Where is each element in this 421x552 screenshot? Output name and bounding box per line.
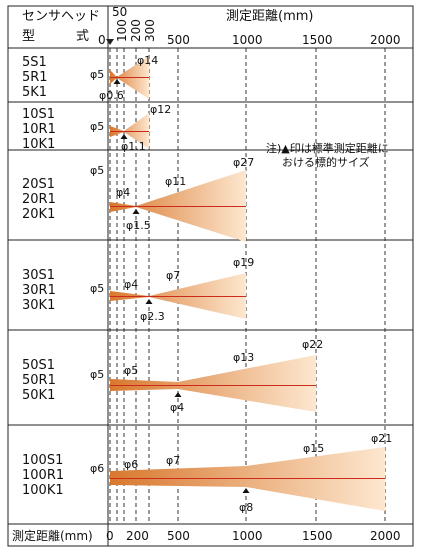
top-tick-2000: 2000 <box>370 33 401 47</box>
bottom-tick-200: 200 <box>126 529 149 543</box>
start-diameter-label: φ5 <box>90 282 104 295</box>
top-tick-1000: 1000 <box>232 33 263 47</box>
end-diameter-label: φ27 <box>233 156 254 169</box>
header-col-label-type: 型 <box>22 29 35 44</box>
start-diameter-label: φ5 <box>90 368 104 381</box>
row-30s1: 30S1 30R1 30K1 φ5 φ4 φ7 φ19 φ2.3 <box>22 256 254 323</box>
mid-diameter-label: φ15 <box>303 442 324 455</box>
standard-distance-marker <box>145 299 153 304</box>
standard-diameter-label: φ1.5 <box>126 219 151 232</box>
model-label: 50S1 <box>22 358 55 373</box>
standard-distance-marker <box>120 134 128 139</box>
start-diameter-label: φ5 <box>90 68 104 81</box>
start-diameter-label: φ5 <box>90 120 104 133</box>
row-100s1: 100S1 100R1 100K1 φ6 φ6 φ7 φ15 φ21 φ8 <box>22 432 392 514</box>
row-5s1: 5S1 5R1 5K1 φ5 φ14 φ0.6 <box>22 54 158 102</box>
model-label: 20S1 <box>22 177 55 192</box>
end-diameter-label: φ14 <box>137 54 158 67</box>
top-tick-0: 0 <box>98 33 106 47</box>
diagram-frame <box>7 5 414 547</box>
bottom-tick-1000: 1000 <box>232 529 263 543</box>
bottom-tick-0: 0 <box>106 529 114 543</box>
model-label: 30S1 <box>22 268 55 283</box>
mid-diameter-label: φ7 <box>166 269 180 282</box>
bottom-axis: 測定距離(mm) 0 200 500 1000 1500 2000 <box>12 528 401 543</box>
model-label: 30R1 <box>22 283 56 298</box>
top-tick-50: 50 <box>112 5 127 19</box>
header-col-label-line1: センサヘッド <box>22 9 100 24</box>
top-tick-200: 200 <box>129 19 143 42</box>
mid-diameter-label: φ4 <box>116 186 130 199</box>
start-diameter-label: φ6 <box>90 462 104 475</box>
row-20s1: 20S1 20R1 20K1 φ5 φ4 φ11 φ27 φ1.5 <box>22 156 254 242</box>
top-tick-500: 500 <box>167 33 190 47</box>
header-col-label-format: 式 <box>76 29 89 44</box>
header-title: 測定距離(mm) <box>226 9 313 24</box>
row-50s1: 50S1 50R1 50K1 φ5 φ5 φ13 φ22 φ4 <box>22 338 323 414</box>
origin-arrow-marker <box>106 39 114 45</box>
mid-diameter-label: φ6 <box>124 458 138 471</box>
note-text: 注)▲印は標準測定距離に おける標的サイズ <box>266 141 389 169</box>
standard-distance-marker <box>113 79 121 84</box>
model-label: 100K1 <box>22 483 64 498</box>
standard-diameter-label: φ0.6 <box>99 89 124 102</box>
model-label: 20R1 <box>22 192 56 207</box>
bottom-tick-2000: 2000 <box>370 529 401 543</box>
mid-diameter-label: φ7 <box>166 454 180 467</box>
end-diameter-label: φ19 <box>233 256 254 269</box>
standard-distance-marker <box>132 209 140 214</box>
row-10s1: 10S1 10R1 10K1 φ5 φ12 φ1.1 <box>22 103 171 153</box>
model-label: 5K1 <box>22 85 47 100</box>
standard-distance-marker <box>174 392 182 397</box>
mid-diameter-label: φ13 <box>233 351 254 364</box>
top-tick-100: 100 <box>115 19 129 42</box>
standard-diameter-label: φ1.1 <box>121 140 146 153</box>
model-label: 10S1 <box>22 107 55 122</box>
end-diameter-label: φ21 <box>371 432 392 445</box>
top-tick-300: 300 <box>143 19 157 42</box>
note-line-2: おける標的サイズ <box>282 155 370 169</box>
model-label: 5S1 <box>22 55 47 70</box>
grid-lines <box>109 48 386 524</box>
note-line-1: 注)▲印は標準測定距離に <box>266 141 389 155</box>
model-label: 20K1 <box>22 207 55 222</box>
standard-diameter-label: φ2.3 <box>140 310 165 323</box>
standard-distance-marker <box>242 488 250 493</box>
bottom-axis-label: 測定距離(mm) <box>12 528 93 543</box>
top-tick-1500: 1500 <box>302 33 333 47</box>
beam-shape <box>110 355 316 412</box>
model-label: 50R1 <box>22 373 56 388</box>
start-diameter-label: φ5 <box>90 164 104 177</box>
model-label: 10K1 <box>22 137 55 152</box>
standard-diameter-label: φ8 <box>239 501 253 514</box>
model-label: 100S1 <box>22 453 63 468</box>
model-label: 30K1 <box>22 298 55 313</box>
bottom-tick-500: 500 <box>167 529 190 543</box>
end-diameter-label: φ12 <box>150 103 171 116</box>
bottom-tick-1500: 1500 <box>302 529 333 543</box>
end-diameter-label: φ22 <box>302 338 323 351</box>
standard-diameter-label: φ4 <box>170 401 184 414</box>
mid-diameter-label: φ11 <box>165 175 186 188</box>
mid-diameter-label: φ5 <box>124 364 138 377</box>
model-label: 50K1 <box>22 388 55 403</box>
model-label: 5R1 <box>22 70 48 85</box>
model-label: 100R1 <box>22 468 64 483</box>
mid-diameter-label: φ4 <box>124 278 138 291</box>
model-label: 10R1 <box>22 122 56 137</box>
